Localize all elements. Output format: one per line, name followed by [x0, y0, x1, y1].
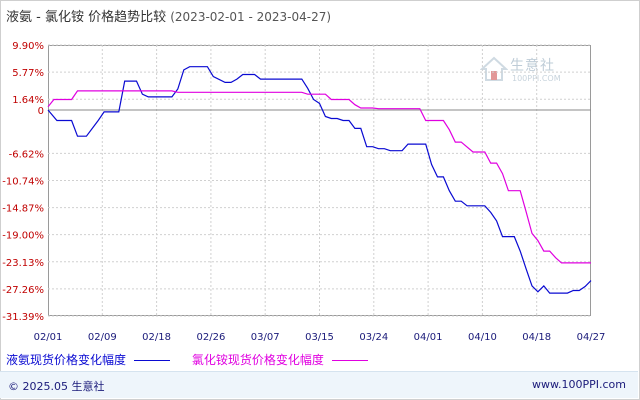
footer-site-link[interactable]: www.100PPI.com — [532, 378, 626, 391]
y-tick-label: -23.13% — [2, 258, 44, 269]
y-tick-label: -6.62% — [9, 149, 44, 160]
x-tick-label: 03/24 — [359, 332, 388, 343]
series-lines — [47, 66, 592, 294]
legend-swatch-ammonium-chloride — [331, 360, 368, 361]
y-tick-label: -19.00% — [2, 231, 44, 242]
series-line-ammonia — [47, 66, 592, 294]
y-tick-label: -14.87% — [2, 204, 44, 215]
y-tick-label: -31.39% — [2, 312, 44, 323]
x-tick-label: 02/18 — [142, 332, 171, 343]
y-tick-label: 0 — [38, 106, 44, 117]
legend-item-ammonia: 液氨现货价格变化幅度 — [6, 351, 171, 368]
legend-swatch-ammonia — [134, 360, 171, 361]
x-tick-label: 04/18 — [522, 332, 551, 343]
chart-title: 液氨 - 氯化铵 价格趋势比较 (2023-02-01 - 2023-04-27… — [6, 6, 331, 25]
x-tick-label: 02/26 — [196, 332, 225, 343]
series-line-ammonium-chloride — [47, 90, 591, 264]
legend-label-ammonia: 液氨现货价格变化幅度 — [6, 353, 127, 367]
y-tick-label: -10.74% — [2, 176, 44, 187]
logo-name: 生意社 — [510, 58, 555, 74]
footer-copyright: © 2025.05 生意社 — [8, 380, 105, 393]
legend-item-ammonium-chloride: 氯化铵现货价格变化幅度 — [192, 351, 368, 368]
y-tick-label: -27.26% — [2, 285, 44, 296]
footer-bar: © 2025.05 生意社 www.100PPI.com — [0, 371, 638, 398]
y-tick-label: 9.90% — [12, 41, 44, 52]
y-tick-label: 1.64% — [12, 95, 44, 106]
x-tick-label: 04/27 — [577, 332, 606, 343]
x-tick-label: 02/01 — [34, 332, 63, 343]
chart-date-range: (2023-02-01 - 2023-04-27) — [170, 10, 332, 24]
x-tick-label: 03/15 — [305, 332, 334, 343]
y-tick-label: 5.77% — [12, 68, 44, 79]
grid-lines — [48, 44, 591, 317]
chart-title-text: 液氨 - 氯化铵 价格趋势比较 — [6, 10, 167, 25]
legend-label-ammonium-chloride: 氯化铵现货价格变化幅度 — [191, 353, 324, 367]
x-axis-labels: 02/01 02/09 02/18 02/26 03/07 03/15 03/24 04/01… — [34, 332, 606, 343]
x-tick-label: 04/10 — [468, 332, 497, 343]
legend: 液氨现货价格变化幅度 氯化铵现货价格变化幅度 — [6, 351, 386, 368]
x-tick-label: 04/01 — [414, 332, 443, 343]
x-tick-label: 03/07 — [251, 332, 280, 343]
y-axis-labels: 9.90% 5.77% 1.64%0 -6.62% -10.74% -14.87% -19.… — [2, 41, 44, 323]
x-tick-label: 02/09 — [88, 332, 117, 343]
